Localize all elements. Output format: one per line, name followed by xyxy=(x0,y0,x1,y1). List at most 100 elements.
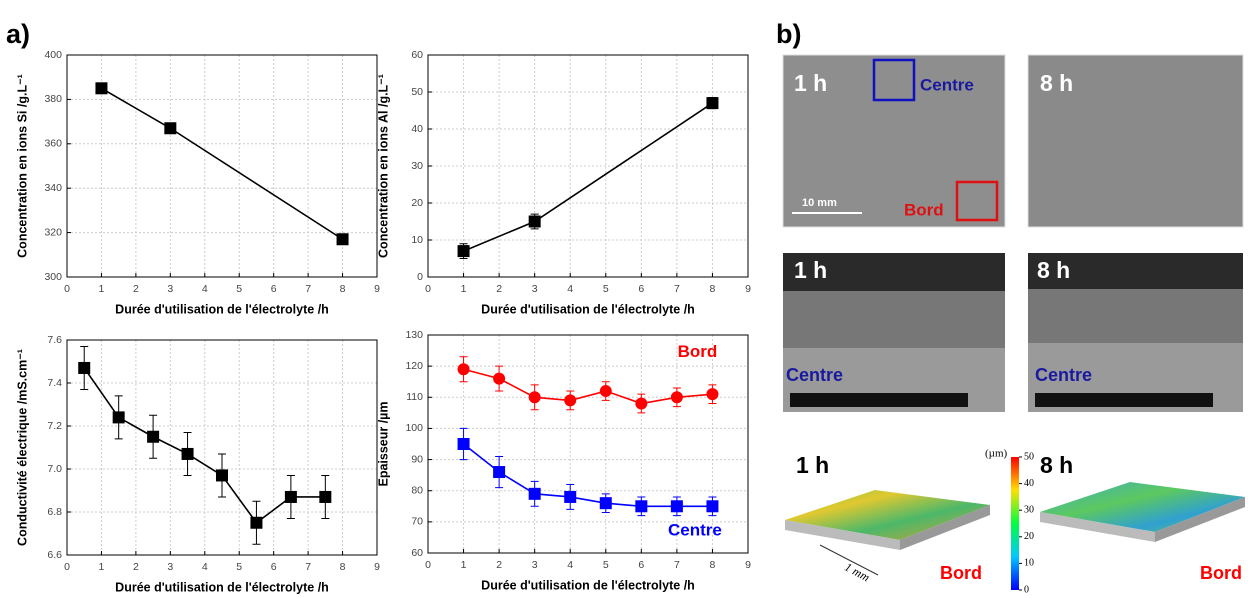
y-tick-label: 30 xyxy=(411,160,423,172)
y-tick-label: 100 xyxy=(405,422,423,434)
marker xyxy=(336,233,349,246)
series-line xyxy=(463,102,713,252)
y-axis-label: Conductivité électrique /mS.cm⁻¹ xyxy=(15,349,29,546)
series-line xyxy=(101,87,343,240)
y-tick-label: 7.2 xyxy=(47,420,62,432)
y-tick-label: 110 xyxy=(406,391,423,403)
colorbar-label: 10 xyxy=(1024,558,1034,569)
surface-map xyxy=(785,490,990,540)
x-tick-label: 4 xyxy=(567,559,573,571)
marker xyxy=(528,215,541,228)
x-axis-label: Durée d'utilisation de l'électrolyte /h xyxy=(115,302,329,316)
colorbar-label: 0 xyxy=(1024,584,1029,595)
marker xyxy=(457,245,470,258)
x-tick-label: 2 xyxy=(133,283,139,295)
y-tick-label: 0 xyxy=(417,271,423,283)
marker xyxy=(493,466,506,479)
marker xyxy=(112,411,125,424)
surface-map xyxy=(1040,482,1245,532)
zone-label: Bord xyxy=(940,563,982,583)
zone-label: Bord xyxy=(904,200,944,219)
x-axis-label: Durée d'utilisation de l'électrolyte /h xyxy=(481,578,695,592)
x-tick-label: 8 xyxy=(340,561,346,573)
y-tick-label: 90 xyxy=(411,453,423,465)
x-tick-label: 1 xyxy=(461,559,467,571)
marker xyxy=(216,469,228,482)
zone-label: Centre xyxy=(920,75,974,94)
y-tick-label: 7.6 xyxy=(47,334,62,346)
x-tick-label: 4 xyxy=(567,283,573,295)
y-tick-label: 340 xyxy=(44,182,62,194)
y-tick-label: 7.0 xyxy=(47,463,62,475)
marker xyxy=(706,500,719,513)
x-tick-label: 8 xyxy=(710,559,716,571)
zone-label: Centre xyxy=(786,365,843,385)
x-axis-label: Durée d'utilisation de l'électrolyte /h xyxy=(115,580,329,594)
x-tick-label: 1 xyxy=(99,561,105,573)
zone-label: Centre xyxy=(1035,365,1092,385)
x-tick-label: 3 xyxy=(167,283,173,295)
y-tick-label: 6.8 xyxy=(47,506,62,518)
scale-label: 10 mm xyxy=(802,197,837,209)
y-tick-label: 360 xyxy=(44,138,62,150)
marker xyxy=(635,500,648,513)
y-tick-label: 60 xyxy=(411,49,423,61)
x-axis-label: Durée d'utilisation de l'électrolyte /h xyxy=(481,302,695,316)
scale-bar xyxy=(819,544,879,576)
y-axis-label: Concentration en ions Al /g.L⁻¹ xyxy=(376,74,390,258)
optical-image xyxy=(782,54,1006,228)
y-axis-label: Epaisseur /µm xyxy=(376,401,390,486)
time-label: 8 h xyxy=(1040,70,1073,96)
x-tick-label: 0 xyxy=(425,283,431,295)
y-tick-label: 400 xyxy=(44,49,62,61)
colorbar-label: 50 xyxy=(1024,451,1034,462)
marker xyxy=(457,363,470,376)
surface-map xyxy=(1155,497,1245,542)
optical-image xyxy=(1027,54,1244,228)
plot-frame xyxy=(427,334,749,554)
marker xyxy=(706,97,719,110)
panel-label: a) xyxy=(6,19,30,49)
x-tick-label: 2 xyxy=(133,561,139,573)
marker xyxy=(164,122,177,135)
y-tick-label: 7.4 xyxy=(47,377,62,389)
sem-image xyxy=(783,253,1005,291)
marker xyxy=(635,397,648,410)
zone-box xyxy=(955,180,999,222)
marker xyxy=(670,391,683,404)
marker xyxy=(78,361,91,374)
x-tick-label: 0 xyxy=(64,561,70,573)
y-tick-label: 70 xyxy=(411,516,423,528)
x-tick-label: 2 xyxy=(496,559,502,571)
x-tick-label: 1 xyxy=(461,283,467,295)
y-tick-label: 380 xyxy=(44,93,62,105)
y-tick-label: 50 xyxy=(411,86,423,98)
y-tick-label: 10 xyxy=(411,234,423,246)
colorbar-label: 30 xyxy=(1024,504,1034,515)
x-tick-label: 6 xyxy=(271,561,277,573)
colorbar xyxy=(1011,457,1019,590)
colorbar-label: 40 xyxy=(1024,478,1034,489)
x-tick-label: 5 xyxy=(603,559,609,571)
panel-label: b) xyxy=(776,19,801,49)
marker xyxy=(599,385,612,398)
x-tick-label: 5 xyxy=(236,283,242,295)
marker xyxy=(564,490,577,503)
plot-frame xyxy=(66,54,378,278)
sem-image xyxy=(1028,253,1243,289)
info-bar xyxy=(1035,393,1213,407)
time-label: 1 h xyxy=(794,70,827,96)
zone-box xyxy=(872,58,916,102)
marker xyxy=(528,487,541,500)
marker xyxy=(457,438,470,450)
colorbar-label: 20 xyxy=(1024,531,1034,542)
x-tick-label: 8 xyxy=(340,283,346,295)
series-label: Centre xyxy=(668,521,722,540)
marker xyxy=(95,82,108,95)
marker xyxy=(564,394,577,407)
time-label: 8 h xyxy=(1040,452,1073,478)
y-tick-label: 6.6 xyxy=(47,549,62,561)
marker xyxy=(250,516,263,529)
time-label: 8 h xyxy=(1037,257,1070,283)
